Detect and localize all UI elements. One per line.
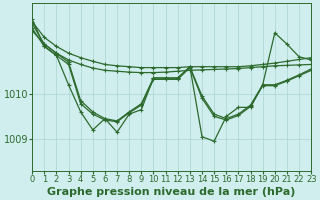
X-axis label: Graphe pression niveau de la mer (hPa): Graphe pression niveau de la mer (hPa) <box>47 187 296 197</box>
